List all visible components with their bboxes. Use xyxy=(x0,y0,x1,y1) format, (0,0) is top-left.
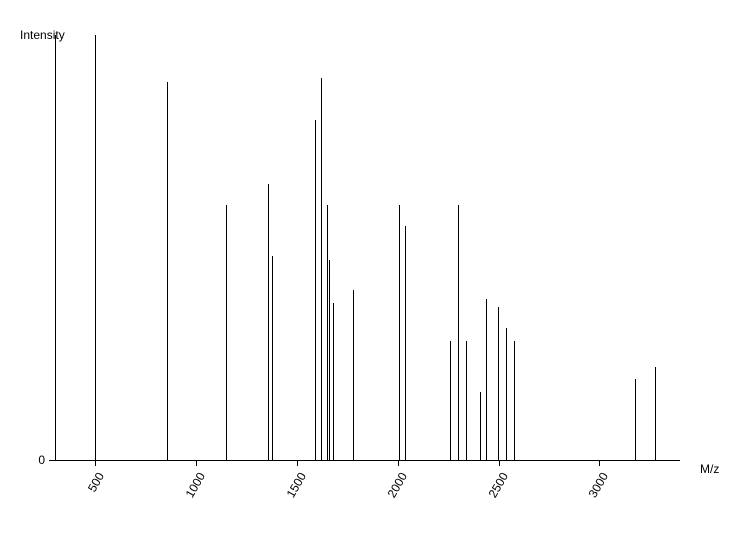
spectrum-peak xyxy=(466,341,467,460)
x-axis-title: M/z xyxy=(700,462,719,476)
spectrum-peak xyxy=(167,82,168,460)
spectrum-peak xyxy=(329,260,330,460)
spectrum-peak xyxy=(635,379,636,460)
spectrum-peak xyxy=(315,120,316,460)
spectrum-peak xyxy=(321,78,322,461)
spectrum-peak xyxy=(268,184,269,460)
y-axis-title: Intensity xyxy=(20,28,65,42)
mass-spectrum-chart: Intensity M/z 0 500 1000 1500 2000 2500 3000 xyxy=(0,0,750,540)
x-tick xyxy=(499,460,500,466)
spectrum-peak xyxy=(514,341,515,460)
spectrum-peak xyxy=(353,290,354,460)
x-tick-label: 1500 xyxy=(284,470,309,500)
spectrum-peak xyxy=(95,35,96,460)
x-tick xyxy=(297,460,298,466)
spectrum-peak xyxy=(458,205,459,460)
spectrum-peak xyxy=(333,303,334,460)
spectrum-peak xyxy=(498,307,499,460)
x-tick-label: 2000 xyxy=(384,470,409,500)
x-tick-label: 2500 xyxy=(485,470,510,500)
spectrum-peak xyxy=(226,205,227,460)
y-tick xyxy=(49,460,55,461)
x-tick xyxy=(398,460,399,466)
x-tick xyxy=(196,460,197,466)
spectrum-peak xyxy=(399,205,400,460)
spectrum-peak xyxy=(405,226,406,460)
x-tick xyxy=(599,460,600,466)
spectrum-peak xyxy=(480,392,481,460)
y-tick-label: 0 xyxy=(38,453,45,467)
spectrum-peak xyxy=(655,367,656,461)
spectrum-peak xyxy=(450,341,451,460)
spectrum-peak xyxy=(506,328,507,460)
x-axis xyxy=(55,460,680,461)
x-tick-label: 1000 xyxy=(183,470,208,500)
x-tick-label: 3000 xyxy=(586,470,611,500)
spectrum-peak xyxy=(486,299,487,461)
spectrum-peak xyxy=(272,256,273,460)
spectrum-peak xyxy=(327,205,328,460)
x-tick xyxy=(95,460,96,466)
y-axis xyxy=(55,35,56,460)
x-tick-label: 500 xyxy=(85,470,107,494)
